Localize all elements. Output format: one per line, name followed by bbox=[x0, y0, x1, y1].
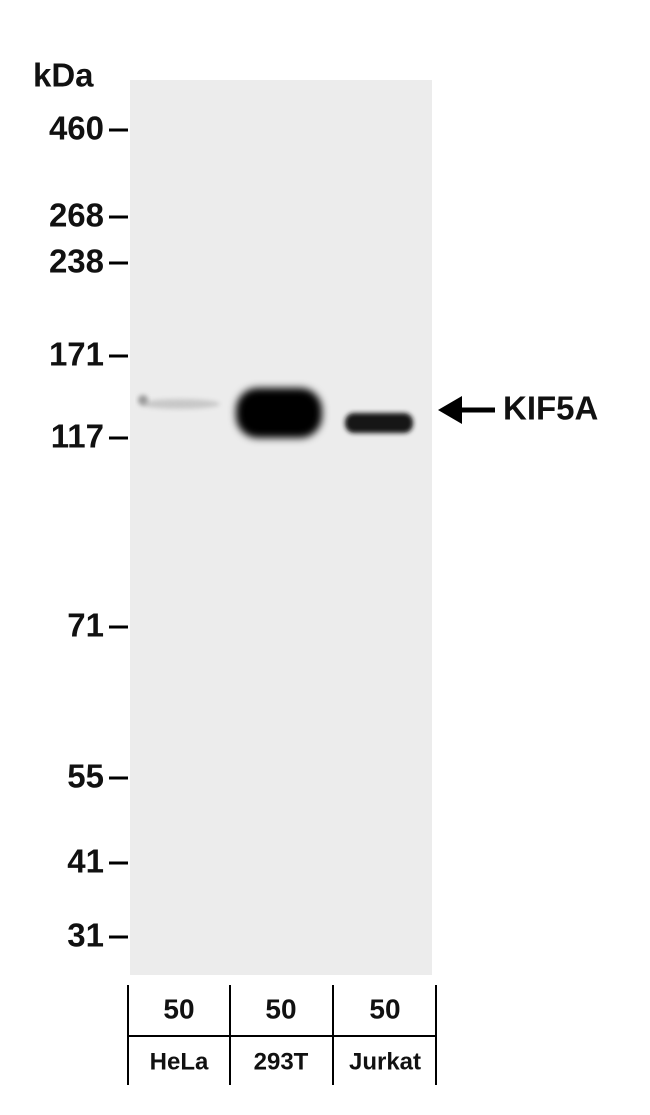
lane-name: Jurkat bbox=[349, 1048, 421, 1075]
marker-label: 41 bbox=[67, 843, 104, 880]
lane-load: 50 bbox=[369, 993, 400, 1024]
marker-label: 171 bbox=[49, 336, 104, 373]
lane-load: 50 bbox=[265, 993, 296, 1024]
lane-load: 50 bbox=[163, 993, 194, 1024]
band-hela bbox=[140, 399, 220, 409]
target-label: KIF5A bbox=[503, 390, 598, 427]
marker-label: 117 bbox=[51, 418, 104, 455]
band-jurkat bbox=[345, 413, 413, 433]
lane-name: HeLa bbox=[150, 1048, 209, 1075]
blot-membrane bbox=[130, 80, 432, 975]
lane-table bbox=[127, 985, 437, 1085]
lane-name: 293T bbox=[254, 1048, 309, 1075]
marker-label: 238 bbox=[49, 243, 104, 280]
arrow-head bbox=[438, 396, 462, 424]
marker-label: 268 bbox=[49, 197, 104, 234]
unit-label: kDa bbox=[33, 57, 94, 94]
marker-label: 71 bbox=[67, 607, 104, 644]
marker-label: 31 bbox=[67, 917, 104, 954]
band-293t bbox=[236, 388, 322, 438]
marker-label: 55 bbox=[67, 758, 104, 795]
marker-label: 460 bbox=[49, 110, 104, 147]
band-hela-edge bbox=[138, 395, 148, 405]
